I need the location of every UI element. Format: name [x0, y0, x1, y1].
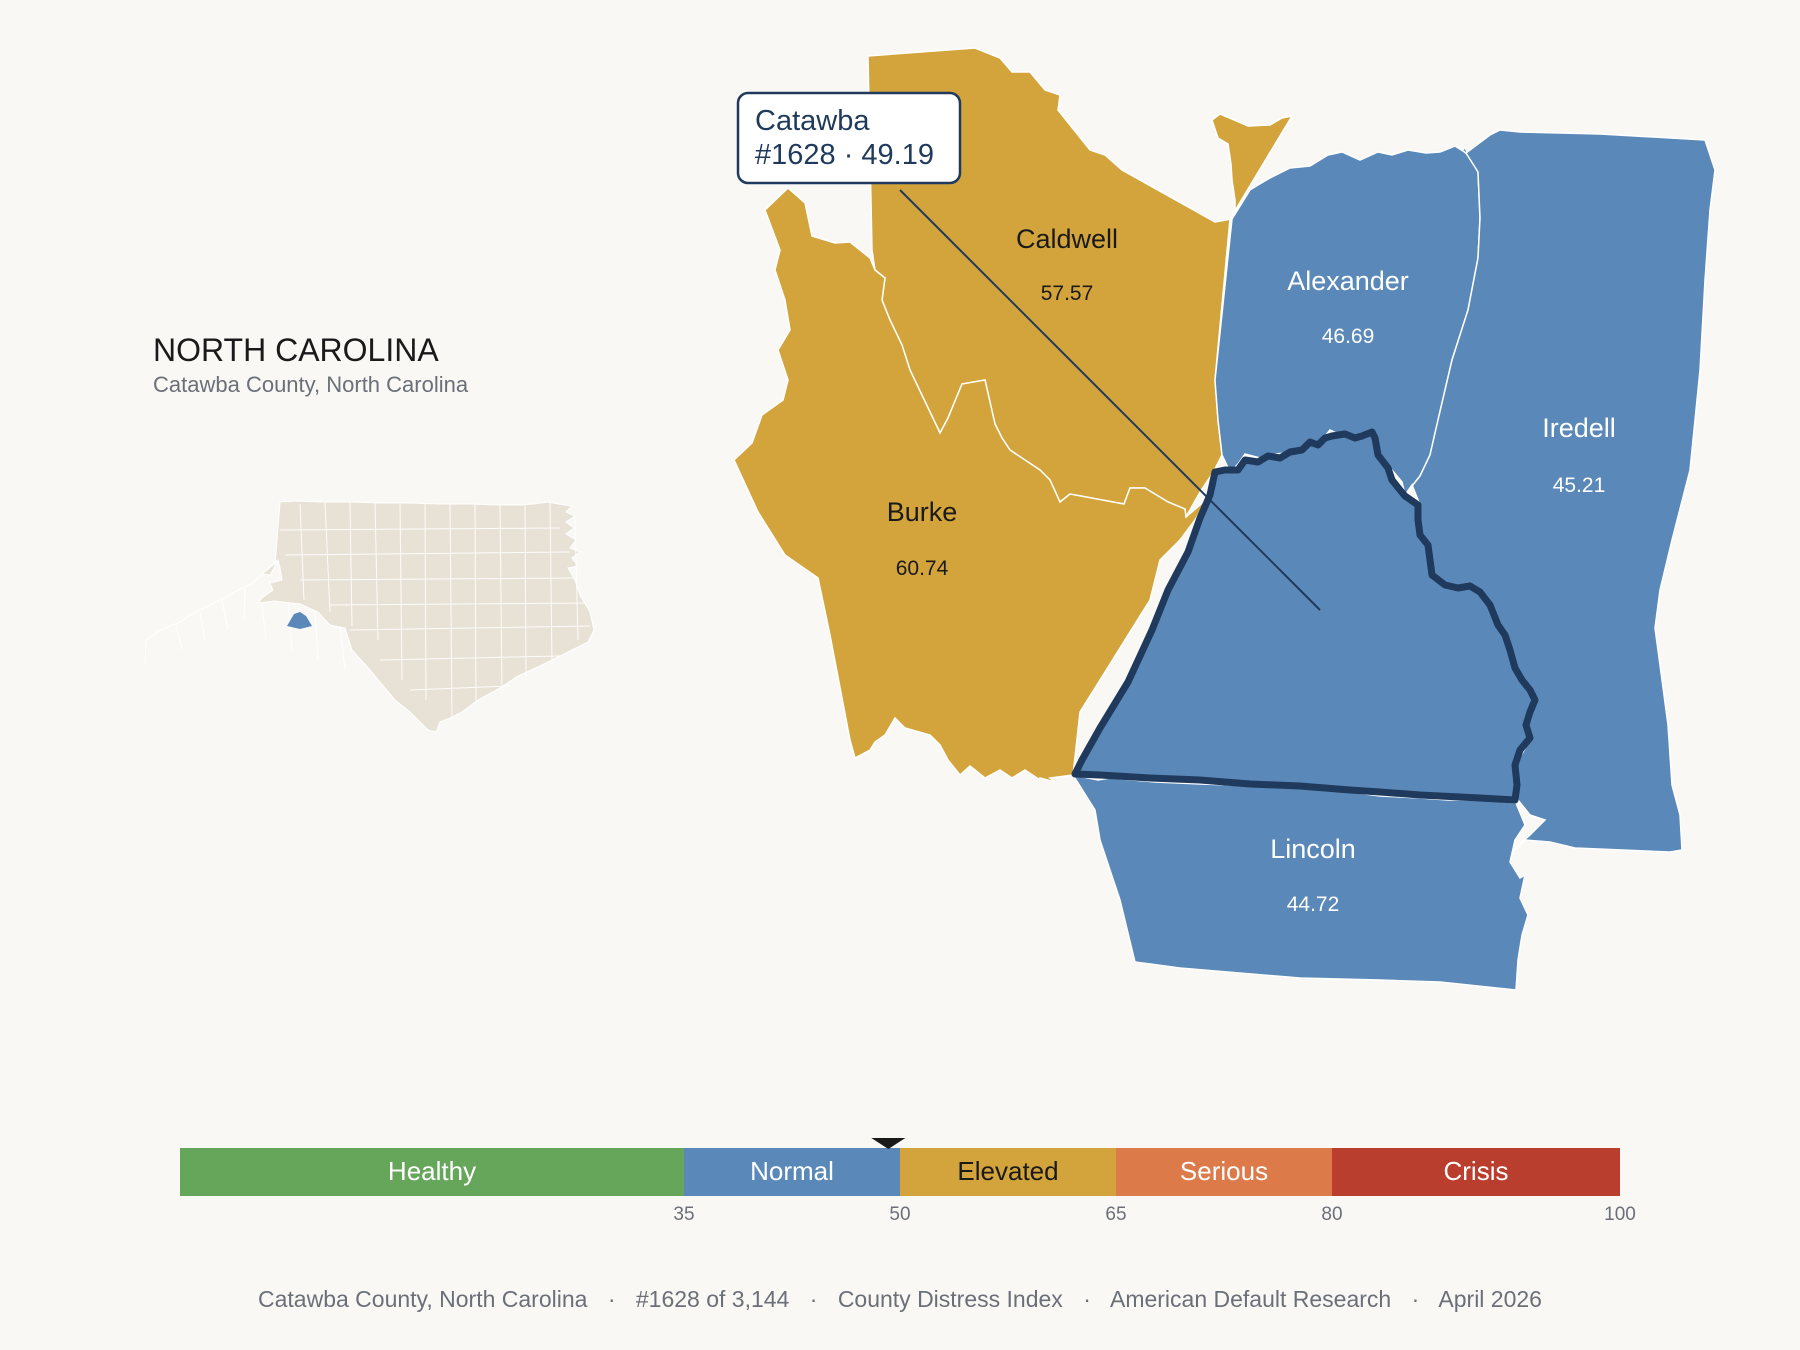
state-inset-shape — [144, 500, 595, 733]
legend-label-healthy: Healthy — [388, 1156, 476, 1186]
callout-county-name: Catawba — [755, 105, 870, 137]
legend-marker-icon — [871, 1138, 906, 1149]
state-inset-county-lines — [175, 502, 591, 717]
legend-segment-elevated — [900, 1148, 1116, 1196]
county-score-caldwell: 57.57 — [1041, 282, 1094, 305]
legend-tick-65: 65 — [1105, 1204, 1126, 1225]
legend-segment-normal — [684, 1148, 900, 1196]
callout-box — [736, 91, 962, 185]
distress-legend: Healthy Normal Elevated Serious Crisis 35 50 65… — [180, 1148, 1636, 1225]
callout-tooltip: Catawba #1628 · 49.19 — [736, 91, 962, 185]
legend-label-crisis: Crisis — [1444, 1156, 1509, 1186]
legend-segment-crisis — [1332, 1148, 1620, 1196]
footer-sep-3: · — [1083, 1286, 1091, 1312]
footer-rank: #1628 of 3,144 — [636, 1286, 790, 1312]
legend-label-elevated: Elevated — [957, 1156, 1058, 1186]
legend-tick-100: 100 — [1604, 1204, 1636, 1225]
footer-sep-2: · — [810, 1286, 818, 1312]
county-burke[interactable] — [733, 186, 1211, 783]
county-iredell[interactable] — [1404, 129, 1716, 866]
state-subtitle: Catawba County, North Carolina — [153, 372, 469, 397]
callout-leader-line — [899, 189, 1321, 611]
callout-rank-score: #1628 · 49.19 — [755, 139, 934, 171]
legend-tick-35: 35 — [673, 1204, 694, 1225]
county-labels: Caldwell 57.57 Burke 60.74 Alexander 46.… — [887, 224, 1616, 916]
legend-label-serious: Serious — [1180, 1156, 1268, 1186]
state-inset-map — [144, 500, 595, 733]
county-label-alexander: Alexander — [1287, 266, 1409, 296]
legend-tick-50: 50 — [889, 1204, 910, 1225]
legend-segment-serious — [1116, 1148, 1332, 1196]
county-label-lincoln: Lincoln — [1270, 834, 1356, 864]
county-label-iredell: Iredell — [1542, 413, 1616, 443]
legend-tick-80: 80 — [1321, 1204, 1342, 1225]
footer-date: April 2026 — [1438, 1286, 1542, 1312]
county-label-burke: Burke — [887, 497, 958, 527]
footer-publisher: American Default Research — [1110, 1286, 1391, 1312]
footer-index-name: County Distress Index — [838, 1286, 1063, 1312]
county-score-alexander: 46.69 — [1322, 325, 1375, 348]
footer-caption: Catawba County, North Carolina · #1628 o… — [258, 1286, 1542, 1312]
legend-segment-healthy — [180, 1148, 684, 1196]
county-score-burke: 60.74 — [896, 557, 949, 580]
county-score-lincoln: 44.72 — [1287, 893, 1340, 916]
footer-sep-1: · — [608, 1286, 616, 1312]
county-catawba[interactable] — [1071, 428, 1539, 804]
county-label-caldwell: Caldwell — [1016, 224, 1118, 254]
county-score-iredell: 45.21 — [1553, 474, 1606, 497]
state-title: NORTH CAROLINA — [153, 332, 439, 368]
county-lincoln[interactable] — [1071, 773, 1529, 991]
county-map — [733, 47, 1716, 991]
legend-label-normal: Normal — [750, 1156, 834, 1186]
footer-location: Catawba County, North Carolina — [258, 1286, 588, 1312]
catawba-inset-highlight — [287, 612, 312, 629]
footer-sep-4: · — [1412, 1286, 1420, 1312]
